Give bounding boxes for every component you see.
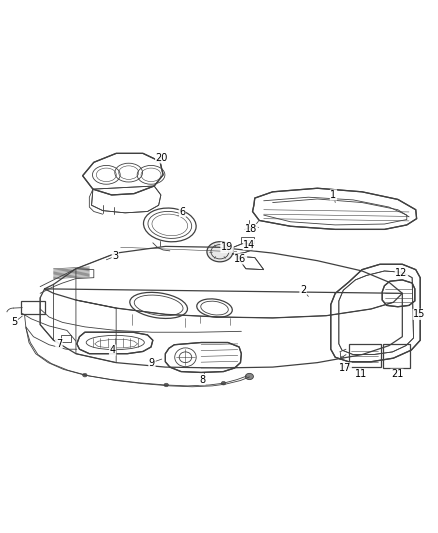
Text: 6: 6 xyxy=(178,206,185,216)
Ellipse shape xyxy=(83,373,87,377)
Text: 11: 11 xyxy=(355,369,367,379)
Ellipse shape xyxy=(221,382,226,385)
Text: 2: 2 xyxy=(300,285,308,296)
Text: 8: 8 xyxy=(199,373,205,385)
Text: 20: 20 xyxy=(155,153,168,163)
Text: 15: 15 xyxy=(413,309,425,319)
Text: 1: 1 xyxy=(330,190,336,203)
Text: 9: 9 xyxy=(149,358,162,368)
Text: 12: 12 xyxy=(395,268,408,278)
Ellipse shape xyxy=(164,383,169,387)
Ellipse shape xyxy=(207,241,233,262)
Text: 21: 21 xyxy=(391,369,403,379)
Text: 7: 7 xyxy=(56,339,62,349)
Text: 3: 3 xyxy=(106,251,118,261)
Text: 4: 4 xyxy=(110,345,116,355)
Text: 17: 17 xyxy=(339,363,351,373)
Text: 18: 18 xyxy=(245,224,257,235)
Text: 16: 16 xyxy=(234,254,247,264)
Text: 19: 19 xyxy=(221,243,233,252)
Text: 14: 14 xyxy=(243,240,255,249)
Ellipse shape xyxy=(245,373,254,379)
Text: 5: 5 xyxy=(11,316,22,327)
